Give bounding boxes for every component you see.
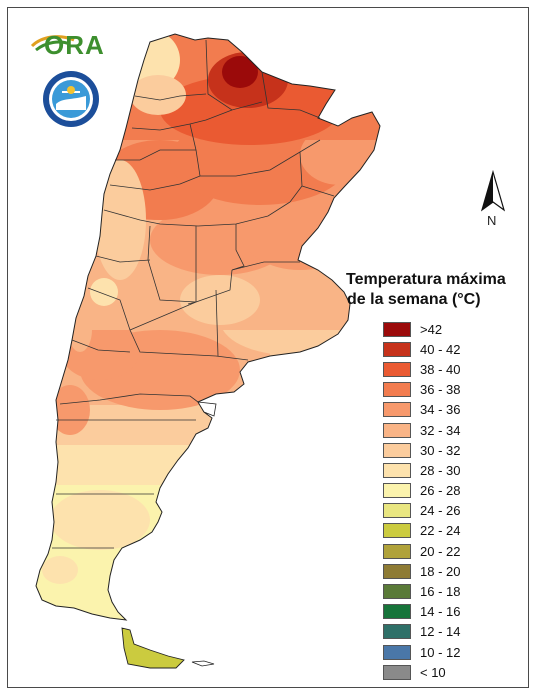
legend-item: 38 - 40 <box>383 359 506 379</box>
legend-label: 30 - 32 <box>420 442 461 458</box>
legend-label: 28 - 30 <box>420 462 461 478</box>
legend-swatch <box>383 483 411 499</box>
legend-item: 30 - 32 <box>383 440 506 460</box>
legend-swatch <box>383 604 411 620</box>
legend-item: 18 - 20 <box>383 561 506 581</box>
province-borders <box>52 39 335 549</box>
legend-title: Temperatura máxima de la semana (°C) <box>346 270 516 310</box>
legend-item: 22 - 24 <box>383 521 506 541</box>
ora-logo-text: ORA <box>44 30 105 60</box>
legend-item: 14 - 16 <box>383 602 506 622</box>
legend-label: 38 - 40 <box>420 361 461 377</box>
legend-label: 16 - 18 <box>420 584 461 600</box>
legend-label: 22 - 24 <box>420 523 461 539</box>
legend-item: 28 - 30 <box>383 460 506 480</box>
legend-swatch <box>383 321 411 337</box>
legend-swatch <box>383 462 411 478</box>
isla-de-los-estados <box>191 660 215 667</box>
legend-item: 32 - 34 <box>383 420 506 440</box>
legend-title-line2: de la semana (°C) <box>347 291 481 308</box>
legend-label: 34 - 36 <box>420 402 461 418</box>
legend-label: < 10 <box>420 664 446 680</box>
legend-item: 36 - 38 <box>383 380 506 400</box>
legend-swatch <box>383 382 411 398</box>
legend-swatch <box>383 563 411 579</box>
legend-swatch <box>383 523 411 539</box>
legend-swatch <box>383 584 411 600</box>
legend-swatch <box>383 664 411 680</box>
legend-label: 18 - 20 <box>420 563 461 579</box>
legend-swatch <box>383 402 411 418</box>
legend-item: 12 - 14 <box>383 622 506 642</box>
legend-swatch <box>383 503 411 519</box>
ora-swoosh-icon <box>30 35 75 52</box>
ora-logo: ORA <box>30 28 106 62</box>
legend-item: < 10 <box>383 662 506 682</box>
legend-swatch <box>383 422 411 438</box>
legend-item: 10 - 12 <box>383 642 506 662</box>
legend-swatch <box>383 624 411 640</box>
golfo-san-matias <box>197 401 217 417</box>
legend-item: 20 - 22 <box>383 541 506 561</box>
legend-label: 36 - 38 <box>420 382 461 398</box>
north-arrow-icon <box>480 170 506 212</box>
legend-item: 16 - 18 <box>383 581 506 601</box>
legend-label: 10 - 12 <box>420 644 461 660</box>
legend-item: 24 - 26 <box>383 501 506 521</box>
smn-seal <box>42 70 100 128</box>
legend-swatch <box>383 543 411 559</box>
legend-label: 12 - 14 <box>420 624 461 640</box>
legend-swatch <box>383 361 411 377</box>
legend-label: 32 - 34 <box>420 422 461 438</box>
legend-item: 40 - 42 <box>383 339 506 359</box>
legend-label: 14 - 16 <box>420 604 461 620</box>
legend-swatch <box>383 644 411 660</box>
tierra-del-fuego <box>121 627 185 669</box>
legend-label: 24 - 26 <box>420 503 461 519</box>
legend: Temperatura máxima de la semana (°C) >42… <box>346 270 506 682</box>
legend-item: 26 - 28 <box>383 481 506 501</box>
smn-seal-icon <box>43 71 99 127</box>
legend-item: >42 <box>383 319 506 339</box>
legend-label: 26 - 28 <box>420 483 461 499</box>
legend-swatch <box>383 341 411 357</box>
legend-title-line1: Temperatura máxima <box>346 271 506 288</box>
legend-swatch <box>383 442 411 458</box>
legend-item: 34 - 36 <box>383 400 506 420</box>
legend-items: >42 40 - 42 38 - 40 36 - 38 34 - 36 32 -… <box>383 319 506 682</box>
north-label: N <box>487 213 497 228</box>
legend-label: 20 - 22 <box>420 543 461 559</box>
legend-label: 40 - 42 <box>420 341 461 357</box>
legend-label: >42 <box>420 321 443 337</box>
